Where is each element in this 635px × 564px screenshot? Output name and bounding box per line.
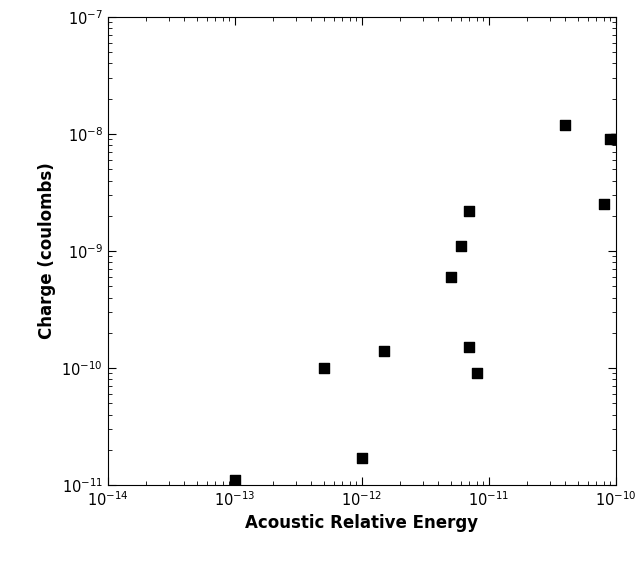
Y-axis label: Charge (coulombs): Charge (coulombs): [38, 162, 56, 340]
Point: [357, 453, 367, 462]
X-axis label: Acoustic Relative Energy: Acoustic Relative Energy: [245, 514, 479, 532]
Point: [319, 363, 329, 372]
Point: [230, 475, 240, 484]
Point: [464, 206, 474, 215]
Point: [456, 241, 466, 250]
Point: [611, 135, 621, 144]
Point: [560, 120, 570, 129]
Point: [464, 343, 474, 352]
Point: [599, 200, 609, 209]
Point: [472, 369, 482, 378]
Point: [605, 135, 615, 144]
Point: [379, 346, 389, 355]
Point: [446, 272, 456, 281]
